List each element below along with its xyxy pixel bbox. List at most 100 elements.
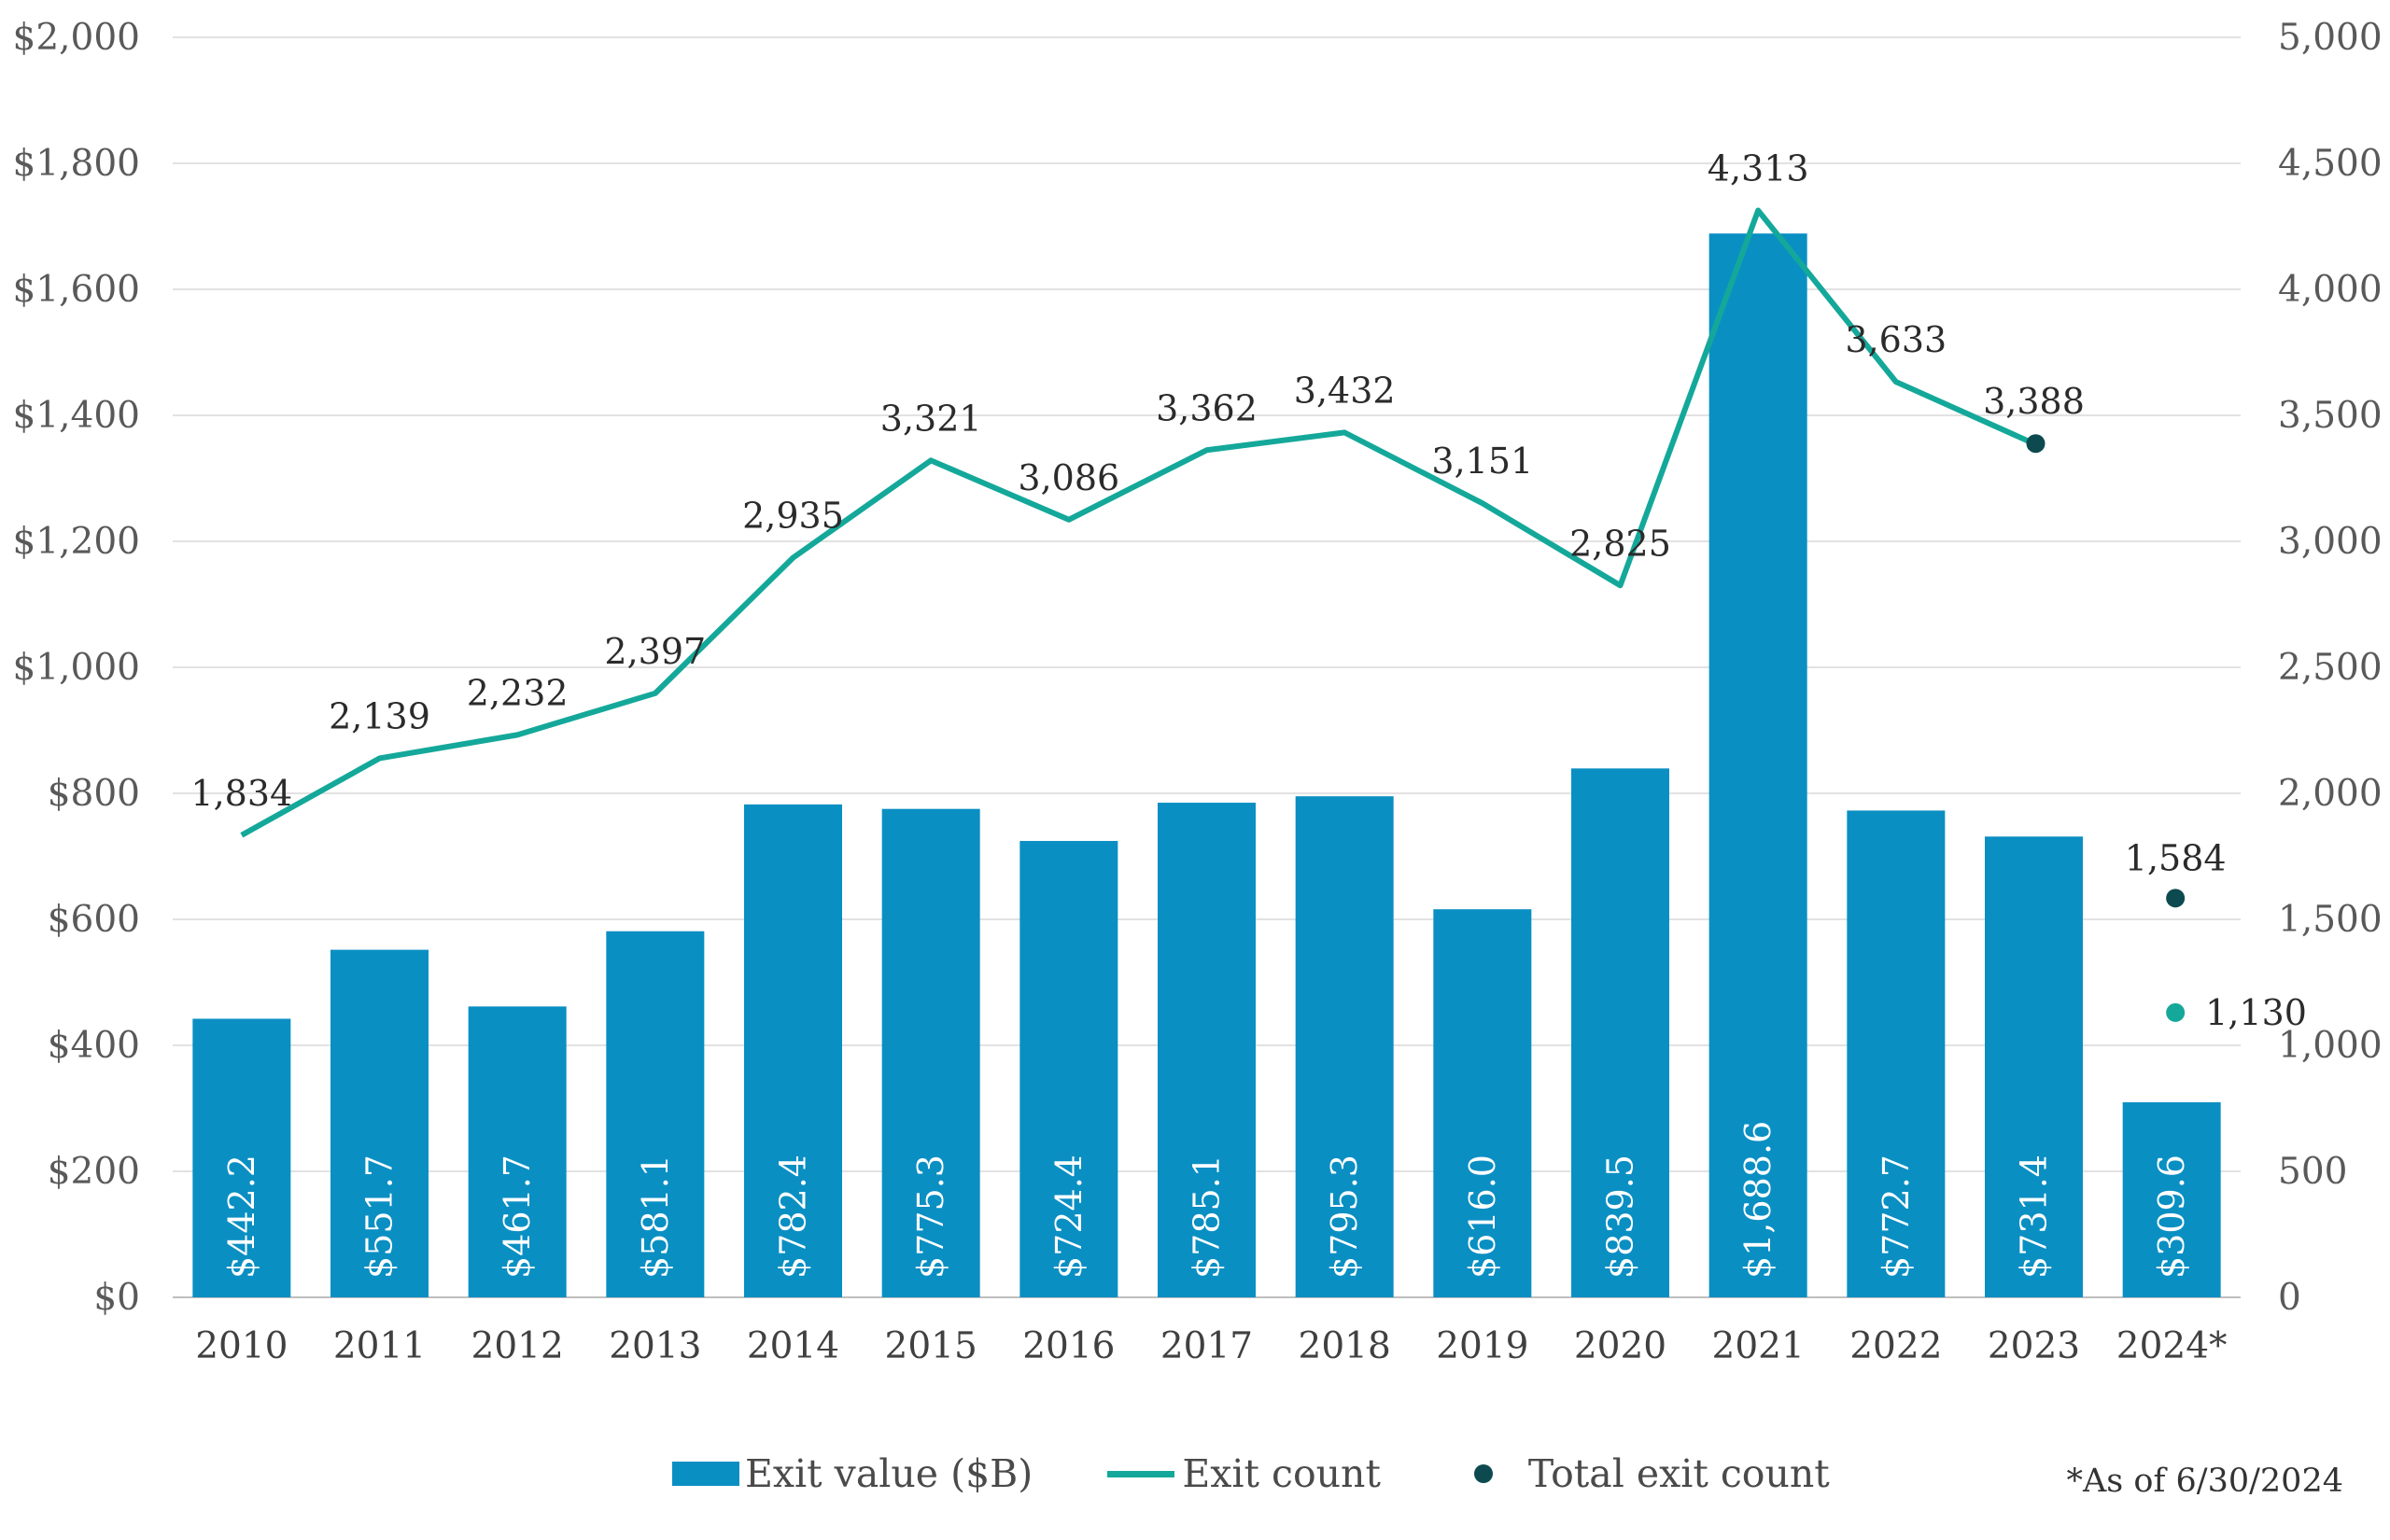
legend-swatch-line (1107, 1470, 1175, 1477)
total-exit-dot (2026, 434, 2046, 454)
line-value-label: 2,397 (604, 631, 706, 672)
category-label: 2013 (609, 1325, 701, 1367)
legend-item-line: Exit count (1107, 1451, 1381, 1496)
right-tick-label: 3,000 (2278, 521, 2383, 563)
line-value-label: 1,834 (190, 773, 292, 814)
legend-item-bar: Exit value ($B) (672, 1451, 1033, 1496)
category-label: 2024* (2116, 1325, 2228, 1367)
right-tick-label: 1,500 (2278, 899, 2383, 941)
bar-value-label: $581.1 (635, 1155, 676, 1279)
bar-value-label: $839.5 (1600, 1155, 1641, 1279)
bar-value-label: $309.6 (2151, 1155, 2192, 1279)
line-value-label: 3,388 (1983, 381, 2085, 422)
line-value-label: 2,139 (329, 695, 430, 736)
category-labels: 2010 2011 2012 2013 2014 2015 2016 2017 2018 2019… (195, 1325, 2227, 1367)
bar-value-label: $785.1 (1187, 1155, 1228, 1279)
bar (1295, 796, 1394, 1297)
bar-value-label: $795.3 (1324, 1155, 1365, 1279)
left-tick-label: $600 (48, 899, 140, 941)
line-value-label: 3,151 (1431, 441, 1533, 482)
line-series: 1,834 2,139 2,232 2,397 2,935 3,321 3,086 3,362… (190, 147, 2085, 838)
bar-value-label: $731.4 (2014, 1155, 2055, 1279)
left-tick-label: $1,400 (13, 395, 140, 437)
bar-value-label: $782.4 (773, 1155, 814, 1279)
extra-dot-label: 1,130 (2205, 992, 2307, 1033)
line-value-label: 2,232 (467, 672, 569, 713)
right-tick-label: 0 (2278, 1277, 2301, 1319)
legend-label-dot: Total exit count (1527, 1451, 1830, 1496)
right-tick-label: 2,500 (2278, 647, 2383, 689)
right-tick-label: 1,000 (2278, 1025, 2383, 1067)
total-exit-dot (2166, 889, 2186, 908)
category-label: 2018 (1299, 1325, 1391, 1367)
bar (881, 808, 980, 1297)
category-label: 2021 (1712, 1325, 1805, 1367)
bar (606, 931, 705, 1297)
category-label: 2010 (195, 1325, 288, 1367)
right-tick-label: 5,000 (2278, 17, 2383, 59)
bar-value-label: $616.0 (1462, 1155, 1503, 1279)
legend-label-bar: Exit value ($B) (745, 1451, 1033, 1496)
line-value-label: 3,321 (880, 398, 982, 439)
legend-item-dot: Total exit count (1455, 1451, 1830, 1496)
right-tick-label: 3,500 (2278, 395, 2383, 437)
bar-value-label: $772.7 (1876, 1155, 1917, 1279)
line-value-label: 3,633 (1845, 319, 1947, 360)
line-value-label: 3,086 (1018, 457, 1119, 498)
bar (330, 949, 429, 1297)
line-value-label: 2,935 (742, 496, 844, 537)
line-value-label: 3,362 (1156, 387, 1258, 428)
extra-dot (2166, 1002, 2186, 1022)
bar-value-label: $1,688.6 (1737, 1121, 1778, 1279)
bar-series: $442.2 $551.7 $461.7 $581.1 $782.4 $775.3 $724… (192, 233, 2221, 1297)
category-label: 2017 (1160, 1325, 1253, 1367)
bar (744, 804, 842, 1297)
category-label: 2012 (471, 1325, 564, 1367)
legend: Exit value ($B) Exit count Total exit co… (672, 1451, 1905, 1496)
left-tick-label: $2,000 (13, 17, 140, 59)
line-value-label: 4,313 (1708, 147, 1809, 189)
category-label: 2022 (1849, 1325, 1942, 1367)
left-tick-label: $1,600 (13, 269, 140, 311)
category-label: 2011 (333, 1325, 426, 1367)
bar (1019, 841, 1118, 1297)
right-tick-label: 4,500 (2278, 143, 2383, 185)
left-axis-ticks: $0 $200 $400 $600 $800 $1,000 $1,200 $1,400 $1,6… (13, 17, 140, 1319)
category-label: 2023 (1988, 1325, 2080, 1367)
left-tick-label: $400 (48, 1025, 140, 1067)
bar-value-label: $775.3 (910, 1155, 951, 1279)
bar (1158, 803, 1256, 1297)
category-label: 2015 (885, 1325, 977, 1367)
left-tick-label: $1,800 (13, 143, 140, 185)
bar-value-label: $461.7 (497, 1155, 538, 1279)
category-label: 2014 (747, 1325, 839, 1367)
left-tick-label: $1,200 (13, 521, 140, 563)
legend-label-line: Exit count (1182, 1451, 1381, 1496)
left-tick-label: $200 (48, 1151, 140, 1193)
bar (1985, 836, 2083, 1297)
bar-value-label: $551.7 (359, 1155, 401, 1279)
right-tick-label: 500 (2278, 1151, 2347, 1193)
category-label: 2020 (1574, 1325, 1666, 1367)
right-tick-label: 4,000 (2278, 269, 2383, 311)
right-tick-label: 2,000 (2278, 773, 2383, 815)
legend-swatch-dot (1473, 1464, 1493, 1483)
dot-value-label: 1,584 (2125, 837, 2227, 878)
left-tick-label: $1,000 (13, 647, 140, 689)
bar (1847, 810, 1946, 1297)
legend-swatch-bar (672, 1462, 739, 1486)
bar-value-label: $724.4 (1048, 1155, 1090, 1279)
bar (1571, 768, 1669, 1297)
bar (468, 1006, 567, 1297)
bar (2122, 1102, 2221, 1297)
footnote: *As of 6/30/2024 (2066, 1463, 2343, 1500)
dot-series: 1,584 1,130 (2026, 434, 2307, 1033)
right-axis-ticks: 0 500 1,000 1,500 2,000 2,500 3,000 3,500 4,000 4… (2278, 17, 2383, 1319)
category-label: 2019 (1436, 1325, 1528, 1367)
bar-value-label: $442.2 (221, 1155, 262, 1279)
bar (1708, 233, 1807, 1297)
bar (192, 1018, 291, 1297)
left-tick-label: $0 (93, 1277, 140, 1319)
exit-count-line (240, 207, 2035, 838)
